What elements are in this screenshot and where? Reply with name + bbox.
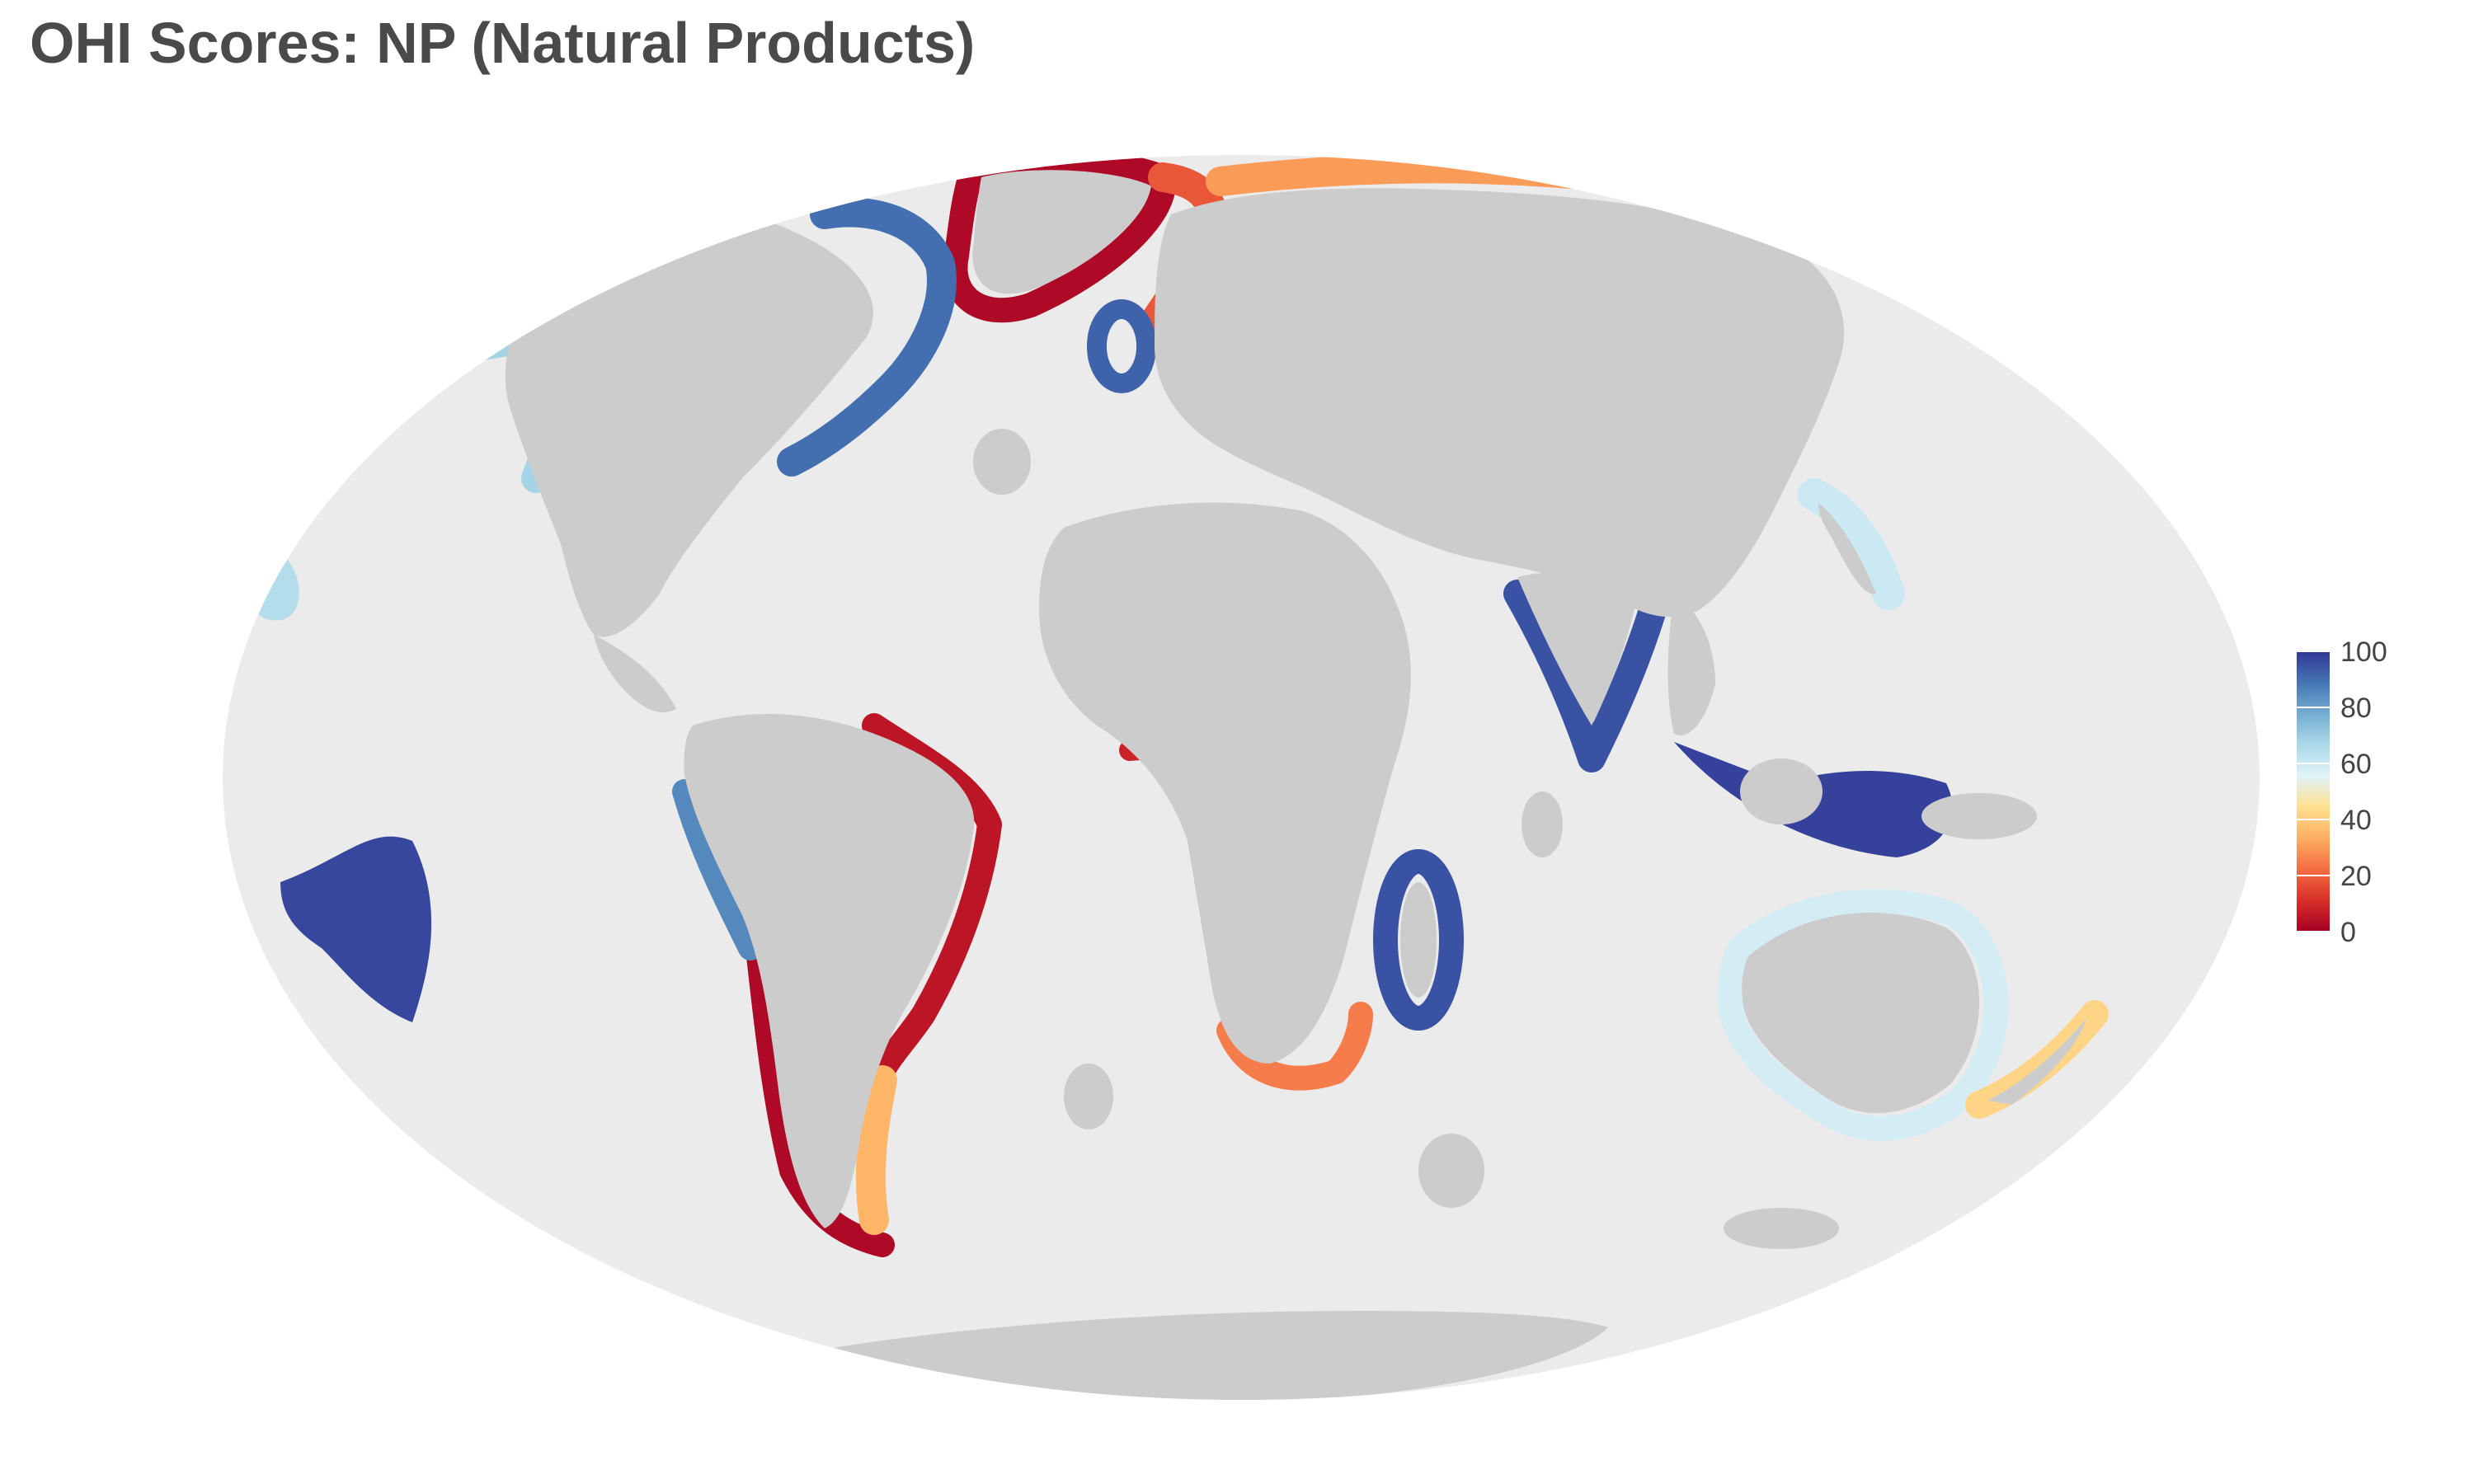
region-greenland <box>943 155 1176 323</box>
landmass-africa <box>1039 502 1411 1064</box>
legend-ticks: 100 80 60 40 20 0 <box>2297 636 2387 948</box>
legend-tick-label: 0 <box>2340 917 2356 948</box>
landmass-central-america <box>594 635 676 712</box>
landmass-india <box>1517 571 1641 726</box>
landmass-south-america <box>684 714 975 1228</box>
no-data-south-atlantic <box>1064 1064 1113 1129</box>
legend-tick-label: 80 <box>2340 693 2372 724</box>
landmasses <box>124 170 2086 1400</box>
landmass-southeast-asia <box>1667 594 1715 735</box>
region-argentina <box>855 1065 897 1235</box>
landmass-borneo <box>1740 758 1823 824</box>
region-hawaii <box>223 522 299 621</box>
landmass-eurasia <box>1155 188 1845 618</box>
landmass-new-zealand <box>1987 1018 2086 1105</box>
region-madagascar <box>1373 849 1464 1031</box>
legend-colorbar <box>2297 651 2330 932</box>
region-australia <box>1718 889 2009 1141</box>
legend-tick-label: 60 <box>2340 749 2372 780</box>
legend-tick-label: 20 <box>2340 861 2372 892</box>
legend-tick-label: 40 <box>2340 805 2372 836</box>
landmass-japan <box>1818 503 1876 594</box>
region-india <box>1503 580 1672 773</box>
region-japan <box>1798 478 1905 610</box>
landmass-antarctica <box>808 1311 1608 1400</box>
region-french-polynesia <box>280 836 432 1022</box>
landmass-madagascar <box>1400 882 1437 998</box>
region-chile <box>746 944 895 1257</box>
map-title: OHI Scores: NP (Natural Products) <box>30 11 976 75</box>
no-data-indian-ocean <box>1522 791 1563 857</box>
no-data-atlantic-islands <box>973 429 1031 495</box>
region-united-kingdom <box>1087 299 1156 393</box>
region-canada-east <box>777 197 957 477</box>
color-legend: 100 80 60 40 20 0 <box>2297 636 2387 948</box>
landmass-greenland <box>972 170 1150 294</box>
no-data-southern-ocean <box>1418 1134 1484 1208</box>
region-south-africa <box>1216 1002 1373 1091</box>
no-data-pacific-islands-2 <box>223 606 227 680</box>
landmass-new-guinea <box>1921 793 2037 839</box>
no-data-pacific-islands <box>124 709 173 841</box>
region-peru <box>672 779 763 960</box>
landmass-australia <box>1742 913 1980 1114</box>
landmass-north-america <box>505 210 873 637</box>
no-data-south-pacific <box>1724 1208 1839 1249</box>
legend-tick-label: 100 <box>2340 636 2387 668</box>
